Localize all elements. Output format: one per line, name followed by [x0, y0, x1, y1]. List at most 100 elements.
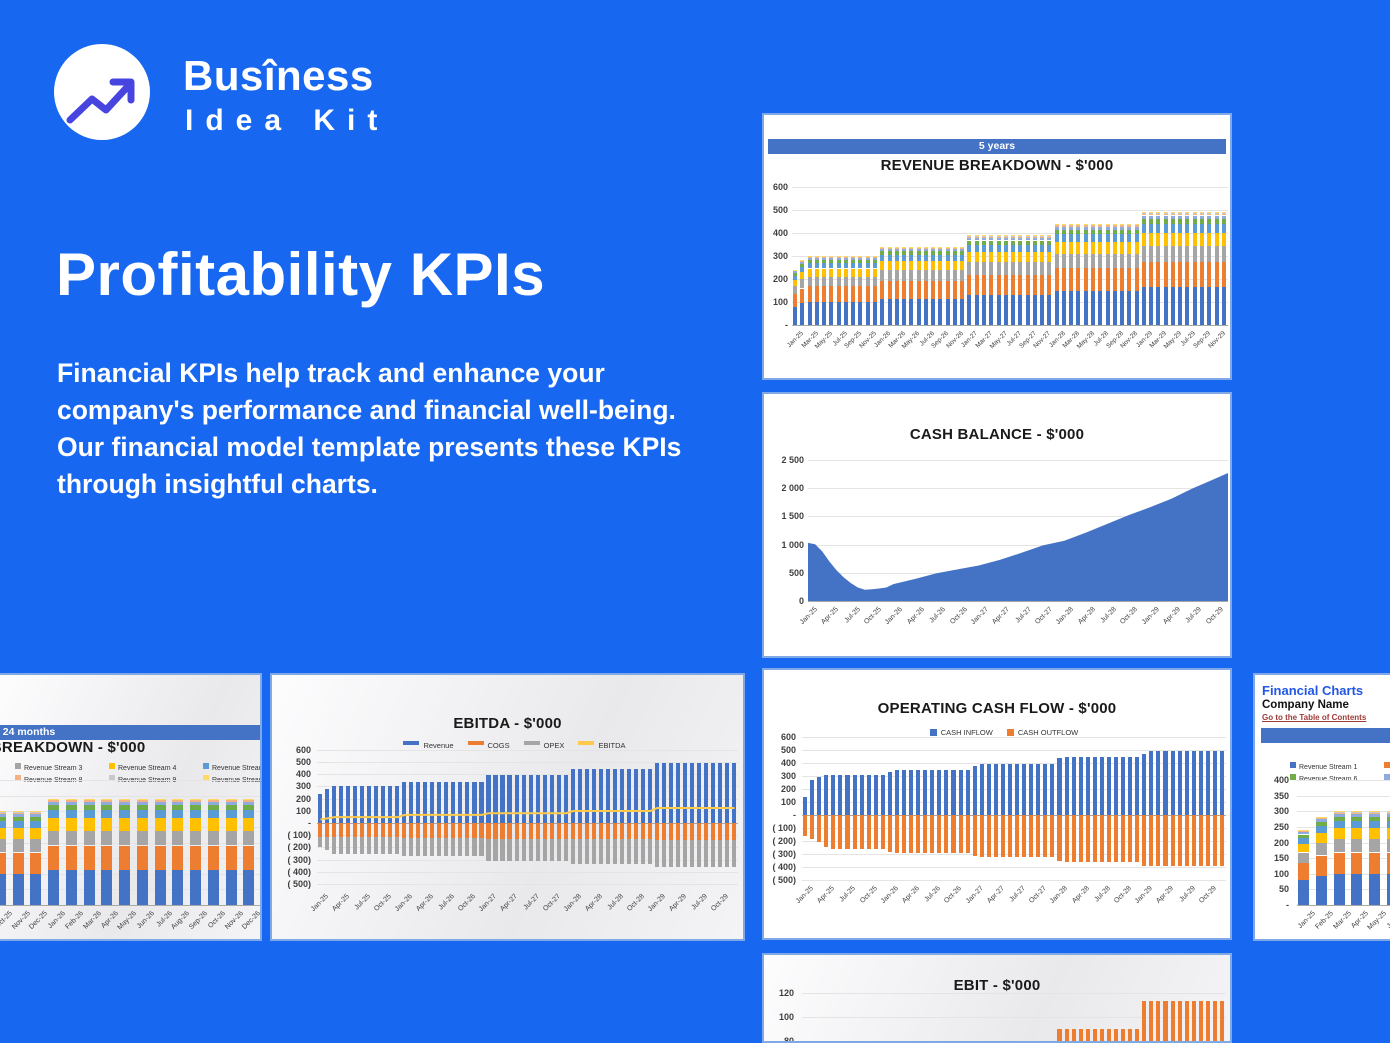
bar-segment: [1298, 843, 1309, 853]
bar-segment: [101, 845, 113, 870]
bar-segment: [967, 236, 972, 238]
legend-swatch: [403, 741, 420, 745]
bar-segment: [1185, 218, 1190, 225]
gridline: [317, 847, 738, 849]
bar-segment: [872, 302, 877, 325]
bar-segment: [577, 839, 582, 865]
bar-segment: [465, 823, 470, 838]
bar-segment: [1071, 815, 1076, 862]
bar-segment: [1112, 291, 1117, 325]
bar-segment: [101, 869, 113, 905]
bar-segment: [1219, 1001, 1225, 1041]
bar-segment: [1085, 1029, 1090, 1041]
y-tick-label: 300: [780, 771, 796, 781]
bar-segment: [1369, 828, 1380, 840]
bar-segment: [1098, 254, 1103, 269]
logo: [54, 44, 150, 140]
bar-segment: [851, 263, 856, 269]
bar-segment: [1199, 224, 1204, 233]
bar-segment: [612, 823, 617, 840]
bar-segment: [945, 247, 950, 248]
bar-segment: [1025, 274, 1030, 296]
bar-segment: [1098, 242, 1103, 254]
bar-segment: [1083, 224, 1088, 227]
bar-segment: [873, 815, 878, 849]
bar-segment: [0, 873, 6, 905]
bar-segment: [831, 815, 836, 849]
bar-segment: [845, 815, 850, 849]
bar-segment: [1214, 218, 1219, 225]
bar-segment: [339, 837, 344, 854]
bar-segment: [843, 276, 848, 287]
bar-segment: [1061, 224, 1066, 225]
bar-segment: [843, 257, 848, 260]
bar-segment: [1076, 254, 1081, 269]
bar-segment: [814, 256, 819, 258]
bar-segment: [800, 260, 805, 262]
bar-segment: [1369, 839, 1380, 853]
bar-segment: [938, 270, 943, 282]
bar-segment: [800, 266, 805, 272]
bar-segment: [1192, 215, 1197, 219]
bar-segment: [1163, 213, 1168, 216]
bar-segment: [981, 237, 986, 241]
bar-segment: [822, 268, 827, 277]
legend-swatch: [578, 741, 595, 745]
bar-segment: [902, 249, 906, 252]
bar-segment: [1185, 232, 1190, 246]
gridline: [317, 884, 738, 885]
bar-segment: [1170, 212, 1175, 214]
bar-segment: [1221, 224, 1226, 233]
bar-segment: [1061, 291, 1066, 325]
bar-segment: [1177, 1001, 1182, 1041]
bar-segment: [1054, 268, 1059, 292]
bar-segment: [1090, 291, 1095, 325]
legend-swatch: [523, 741, 540, 745]
bar-segment: [858, 256, 863, 258]
bar-segment: [30, 828, 42, 840]
bar-segment: [974, 236, 979, 238]
bar-segment: [318, 823, 323, 837]
bar-segment: [591, 769, 596, 823]
bar-segment: [83, 830, 95, 846]
bar-segment: [858, 263, 863, 269]
bar-segment: [65, 869, 77, 905]
bar-segment: [1221, 212, 1226, 213]
bar-segment: [836, 276, 841, 287]
bar-segment: [1156, 232, 1161, 246]
bar-segment: [1369, 873, 1380, 905]
bar-segment: [996, 251, 1001, 263]
bar-segment: [1170, 287, 1175, 325]
bar-segment: [996, 235, 1001, 237]
bar-segment: [902, 251, 906, 255]
bar-segment: [225, 810, 237, 819]
bar-segment: [1214, 261, 1219, 288]
y-tick-label: 100: [1273, 868, 1289, 879]
bar-segment: [521, 775, 526, 823]
bar-segment: [1333, 873, 1345, 905]
bar-segment: [243, 818, 255, 831]
bar-segment: [1022, 815, 1027, 858]
bar-segment: [793, 275, 797, 280]
bar-segment: [172, 800, 184, 802]
bar-segment: [829, 263, 834, 269]
bar-segment: [1018, 240, 1023, 245]
bar-segment: [887, 255, 892, 261]
bar-segment: [967, 237, 972, 241]
gridline: [317, 823, 738, 824]
bar-segment: [967, 262, 972, 275]
bar-segment: [1351, 839, 1363, 853]
bar-segment: [12, 811, 24, 813]
bar-segment: [1054, 224, 1059, 225]
bar-segment: [1163, 218, 1168, 225]
bar-segment: [1156, 261, 1161, 288]
bar-segment: [1185, 213, 1190, 216]
bar-segment: [1149, 261, 1154, 288]
bar-segment: [451, 781, 456, 823]
table-of-contents-link[interactable]: Go to the Table of Contents: [1262, 713, 1367, 722]
bar-segment: [843, 260, 848, 264]
bar-segment: [793, 294, 797, 307]
bar-segment: [1315, 826, 1327, 833]
bar-segment: [974, 274, 979, 296]
bar-segment: [30, 852, 42, 874]
